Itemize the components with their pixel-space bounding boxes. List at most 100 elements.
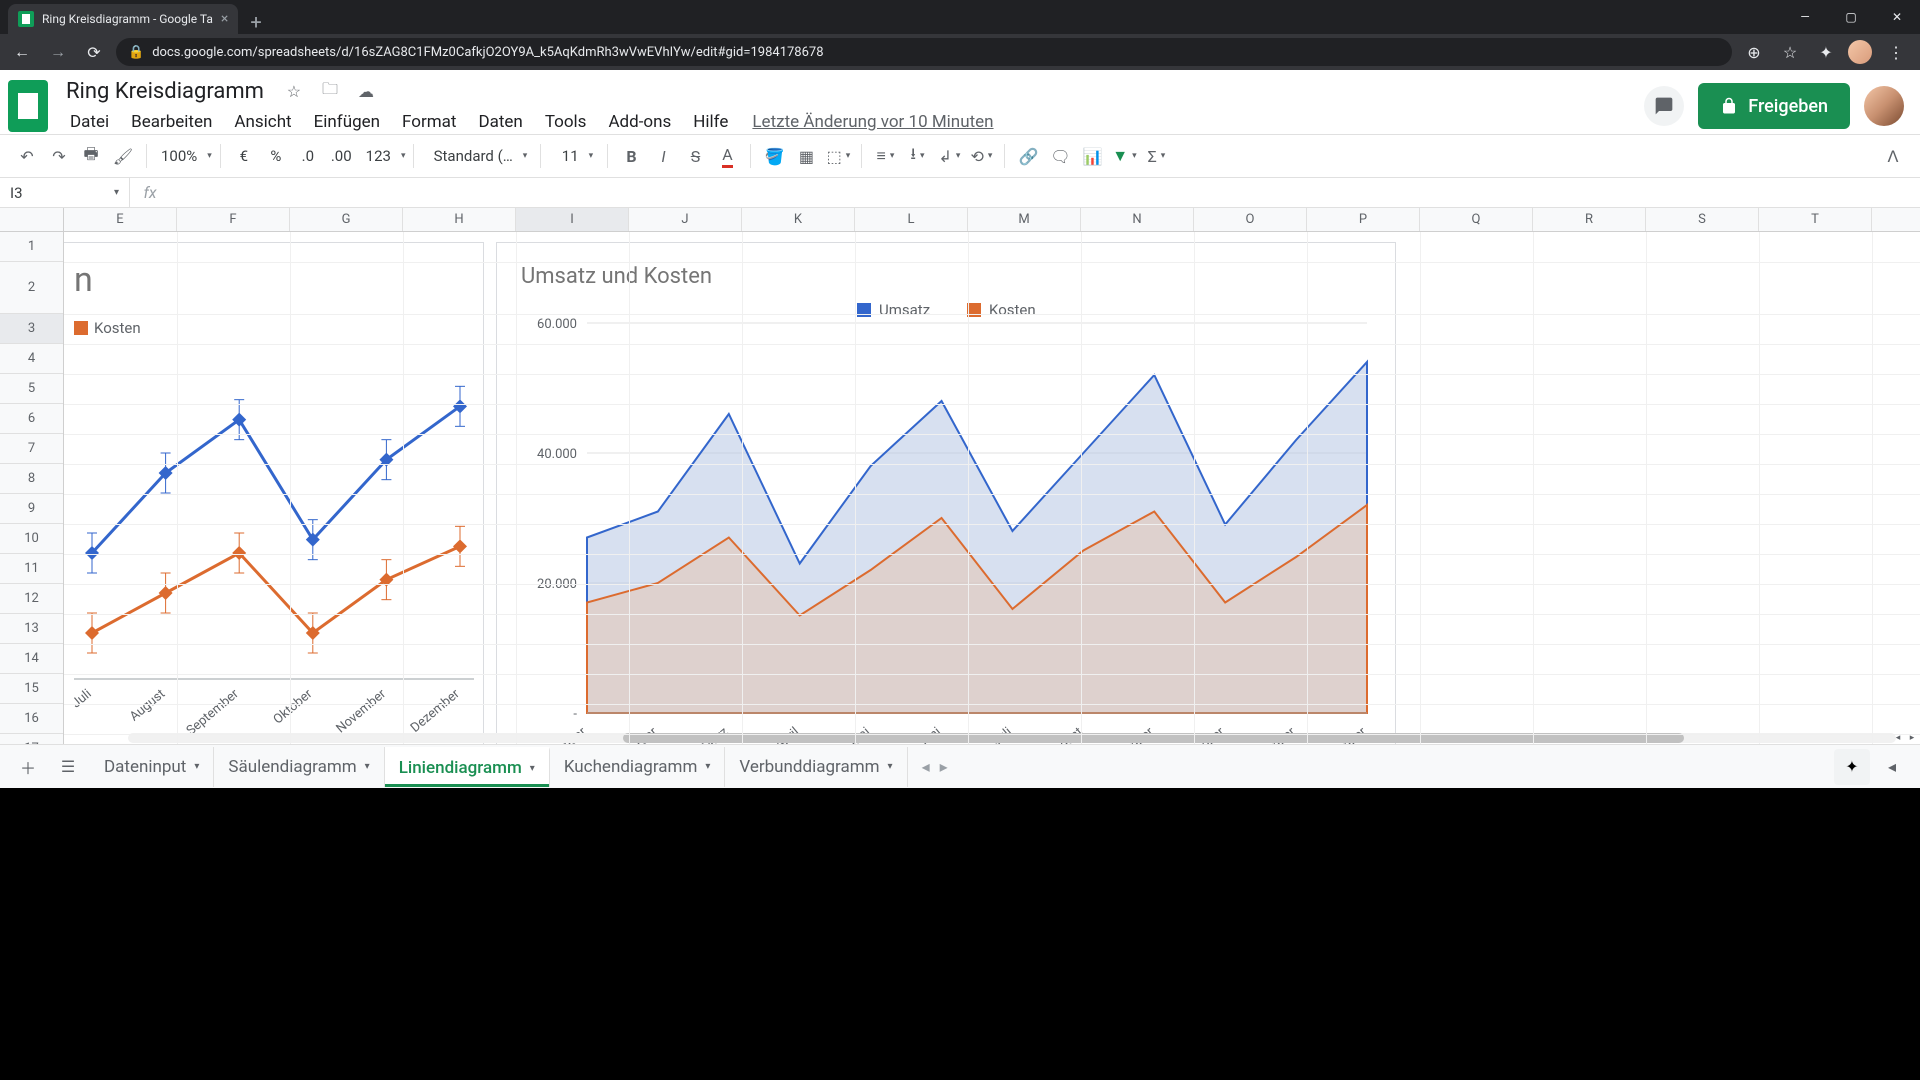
text-rotation-button[interactable]: ⟲ [966,141,996,171]
column-header[interactable]: J [629,208,742,231]
comments-button[interactable] [1644,86,1684,126]
column-headers[interactable]: EFGHIJKLMNOPQRST [64,208,1920,232]
menu-einfügen[interactable]: Einfügen [304,108,390,136]
select-all-corner[interactable] [0,208,64,232]
bookmark-icon[interactable]: ☆ [1776,38,1804,66]
bold-button[interactable]: B [616,141,646,171]
sheet-tab[interactable]: Verbunddiagramm▾ [725,747,907,787]
row-header[interactable]: 5 [0,374,63,404]
font-family-dropdown[interactable]: Standard (… [422,141,532,171]
sheet-tab[interactable]: Kuchendiagramm▾ [550,747,726,787]
row-header[interactable]: 14 [0,644,63,674]
menu-format[interactable]: Format [392,108,466,136]
borders-button[interactable]: ▦ [791,141,821,171]
insert-chart-button[interactable]: 📊 [1077,141,1107,171]
zoom-icon[interactable]: ⊕ [1740,38,1768,66]
row-headers[interactable]: 123456789101112131415161718192021 [0,232,64,744]
explore-button[interactable]: ✦ [1834,749,1870,785]
print-button[interactable]: 🖶 [76,141,106,171]
sheet-tab[interactable]: Dateninput▾ [90,747,214,787]
name-box[interactable]: I3 ▾ [0,178,130,207]
undo-button[interactable]: ↶ [12,141,42,171]
cloud-status-icon[interactable]: ☁ [354,79,378,103]
merge-cells-button[interactable]: ⬚ [823,141,853,171]
text-wrap-button[interactable]: ↲ [934,141,964,171]
column-header[interactable]: T [1759,208,1872,231]
row-header[interactable]: 10 [0,524,63,554]
fill-color-button[interactable]: 🪣 [759,141,789,171]
row-header[interactable]: 11 [0,554,63,584]
row-header[interactable]: 3 [0,314,63,344]
insert-comment-button[interactable]: 🗨 [1045,141,1075,171]
last-edit-link[interactable]: Letzte Änderung vor 10 Minuten [752,112,993,132]
star-icon[interactable]: ☆ [282,79,306,103]
menu-tools[interactable]: Tools [535,108,597,136]
italic-button[interactable]: I [648,141,678,171]
paint-format-button[interactable]: 🖌 [108,141,138,171]
menu-datei[interactable]: Datei [60,108,119,136]
row-header[interactable]: 17 [0,734,63,744]
column-header[interactable]: E [64,208,177,231]
insert-link-button[interactable]: 🔗 [1013,141,1043,171]
row-header[interactable]: 6 [0,404,63,434]
row-header[interactable]: 16 [0,704,63,734]
browser-menu-icon[interactable]: ⋮ [1880,43,1912,62]
sheet-nav-right-icon[interactable]: ▸ [940,757,948,776]
sheet-canvas[interactable]: nKostenJuliAugustSeptemberOktoberNovembe… [64,232,1920,744]
row-header[interactable]: 1 [0,232,63,262]
zoom-dropdown[interactable]: 100% [155,141,212,171]
sheets-logo-icon[interactable] [8,80,48,132]
menu-add-ons[interactable]: Add-ons [598,108,681,136]
toolbar-collapse-button[interactable]: ᐱ [1878,141,1908,171]
sheet-tab[interactable]: Säulendiagramm▾ [214,747,384,787]
address-bar[interactable]: 🔒 docs.google.com/spreadsheets/d/16sZAG8… [116,38,1732,66]
number-format-dropdown[interactable]: 123 [360,141,406,171]
percent-button[interactable]: % [261,141,291,171]
column-header[interactable]: K [742,208,855,231]
profile-avatar[interactable] [1864,86,1904,126]
sheet-nav-left-icon[interactable]: ◂ [922,757,930,776]
all-sheets-button[interactable]: ☰ [50,749,86,785]
font-size-dropdown[interactable]: 11 [549,141,599,171]
chart-main[interactable]: Umsatz und KostenUmsatzKosten-20.00040.0… [496,242,1396,744]
column-header[interactable]: Q [1420,208,1533,231]
filter-button[interactable]: ▼ [1109,141,1139,171]
row-header[interactable]: 9 [0,494,63,524]
decrease-decimal-button[interactable]: .0 [293,141,323,171]
column-header[interactable]: S [1646,208,1759,231]
window-maximize-button[interactable]: ▢ [1828,0,1874,34]
spreadsheet-grid[interactable]: EFGHIJKLMNOPQRST 12345678910111213141516… [0,208,1920,744]
column-header[interactable]: G [290,208,403,231]
menu-ansicht[interactable]: Ansicht [224,108,301,136]
column-header[interactable]: R [1533,208,1646,231]
column-header[interactable]: M [968,208,1081,231]
move-icon[interactable]: 🗀 [318,79,342,103]
column-header[interactable]: P [1307,208,1420,231]
row-header[interactable]: 2 [0,262,63,314]
new-tab-button[interactable]: + [238,10,273,34]
window-close-button[interactable]: ✕ [1874,0,1920,34]
browser-tab[interactable]: Ring Kreisdiagramm - Google Ta × [8,4,238,34]
vertical-align-button[interactable]: ⭳ [902,141,932,171]
chart-left[interactable]: nKostenJuliAugustSeptemberOktoberNovembe… [64,242,484,744]
horizontal-align-button[interactable]: ≡ [870,141,900,171]
column-header[interactable]: N [1081,208,1194,231]
menu-hilfe[interactable]: Hilfe [683,108,738,136]
redo-button[interactable]: ↷ [44,141,74,171]
share-button[interactable]: Freigeben [1698,83,1850,129]
menu-daten[interactable]: Daten [468,108,532,136]
extensions-icon[interactable]: ✦ [1812,38,1840,66]
column-header[interactable]: L [855,208,968,231]
add-sheet-button[interactable]: ＋ [10,749,46,785]
back-button[interactable]: ← [8,38,36,66]
window-minimize-button[interactable]: — [1782,0,1828,34]
increase-decimal-button[interactable]: .00 [325,141,358,171]
name-box-dropdown-icon[interactable]: ▾ [114,187,119,198]
functions-button[interactable]: Σ [1141,141,1171,171]
strikethrough-button[interactable]: S [680,141,710,171]
reload-button[interactable]: ⟳ [80,38,108,66]
column-header[interactable]: F [177,208,290,231]
profile-avatar-small[interactable] [1848,40,1872,64]
row-header[interactable]: 4 [0,344,63,374]
document-title[interactable]: Ring Kreisdiagramm [60,77,270,106]
